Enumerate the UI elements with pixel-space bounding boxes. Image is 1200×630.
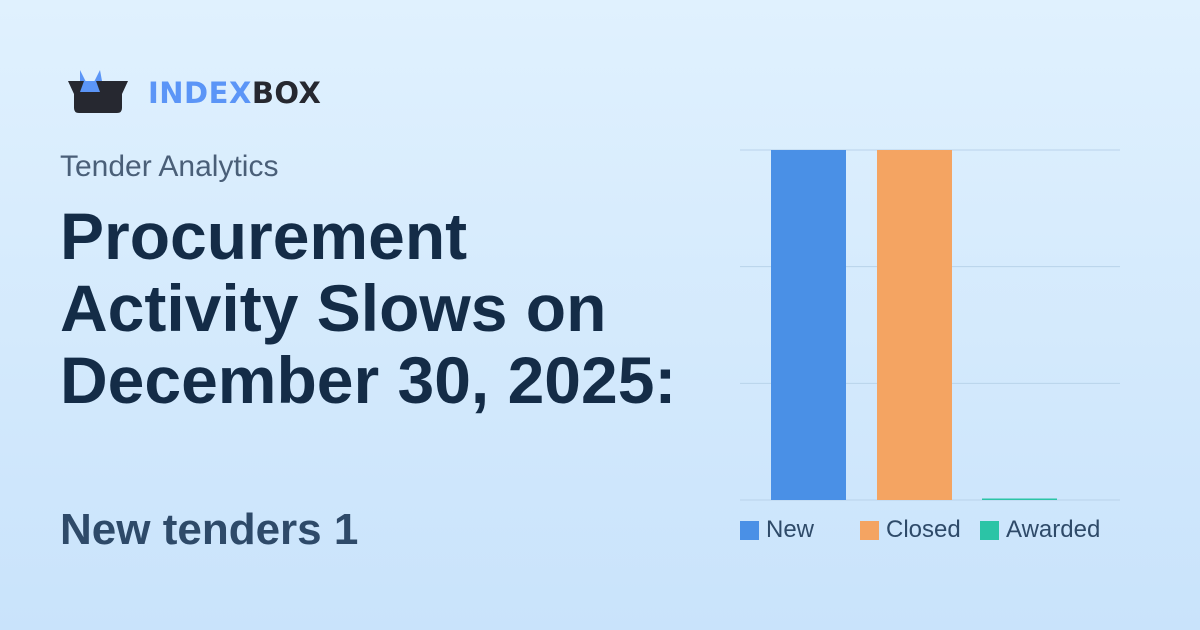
legend-item-awarded: Awarded bbox=[980, 516, 1100, 544]
brand-part1: INDEX bbox=[148, 76, 252, 110]
legend-swatch bbox=[740, 520, 759, 540]
brand-wordmark: INDEXBOX bbox=[148, 76, 321, 110]
bar-closed bbox=[877, 150, 952, 500]
legend-swatch bbox=[980, 520, 999, 540]
bar-new bbox=[771, 150, 846, 500]
bar-awarded bbox=[982, 498, 1057, 500]
legend-item-new: New bbox=[740, 516, 814, 544]
legend-label: New bbox=[766, 516, 815, 543]
legend-item-closed: Closed bbox=[860, 516, 961, 544]
page-title: Procurement Activity Slows on December 3… bbox=[60, 199, 677, 417]
legend-swatch bbox=[860, 520, 879, 540]
subtitle: Tender Analytics bbox=[60, 150, 279, 183]
legend-label: Awarded bbox=[1006, 516, 1101, 543]
stat-new-tenders: New tenders 1 bbox=[60, 505, 359, 554]
indexbox-logo bbox=[68, 70, 128, 113]
brand-part2: BOX bbox=[251, 76, 322, 110]
legend-label: Closed bbox=[886, 516, 961, 543]
